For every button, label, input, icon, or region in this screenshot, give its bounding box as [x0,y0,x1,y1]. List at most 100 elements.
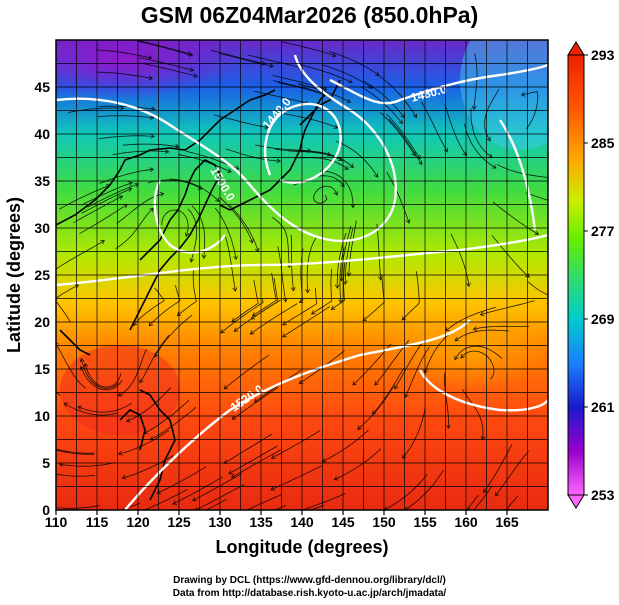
streamline [195,484,245,510]
colorbar-label: 277 [591,223,615,239]
streamline-arrowhead [494,491,500,497]
streamline-arrowhead [350,203,356,209]
y-tick-label: 20 [34,314,50,330]
streamline [205,499,227,510]
y-tick-label: 35 [34,173,50,189]
streamline [231,449,281,478]
streamline [79,204,128,235]
streamline-arrowhead [100,240,105,245]
streamline-arrowhead [310,310,316,315]
streamline [169,178,220,202]
streamline [96,49,152,59]
streamline-arrowhead [340,182,345,188]
streamline-arrowhead [412,113,418,119]
streamline [273,505,286,510]
streamline-arrowhead [404,506,410,510]
streamline-arrowhead [74,284,80,289]
streamline-arrowhead [194,507,198,510]
streamline [491,235,530,278]
streamline [384,474,428,510]
streamline-arrowhead [357,425,362,430]
streamline [118,430,170,455]
y-tick-label: 10 [34,408,50,424]
credit-drawing: Drawing by DCL (https://www.gfd-dennou.o… [173,575,446,586]
streamline-arrowhead [428,541,432,545]
streamline-arrowhead [159,192,165,197]
streamline [78,402,132,413]
streamline [56,505,101,509]
streamline-arrowhead [418,160,423,166]
streamline [148,285,181,327]
streamline-arrowhead [253,398,259,403]
streamline [401,271,420,321]
streamline [228,204,259,252]
streamline [177,154,232,173]
streamline-arrowhead [343,165,349,170]
streamline [473,325,530,330]
colorbar: 293 285 277 269 261 253 [567,41,615,509]
streamline-arrowhead [270,486,276,491]
streamline-arrowhead [188,52,194,57]
streamline-arrowhead [462,151,467,157]
streamline [525,192,548,201]
streamline-arrowhead [189,67,195,72]
streamline [126,387,171,422]
streamline [465,494,479,510]
y-tick-label: 45 [34,79,50,95]
streamline [73,195,123,224]
streamline [99,168,154,184]
streamline [460,350,495,380]
streamline-arrowhead [233,255,238,261]
streamline [98,105,155,110]
streamline-arrowhead [193,73,198,78]
streamline-arrowhead [383,506,389,510]
streamline-arrowhead [148,321,154,327]
streamline [282,287,318,326]
streamline [322,429,369,463]
streamline [521,91,539,130]
streamline-arrowhead [307,148,312,153]
streamline [470,108,493,158]
streamline [233,299,281,332]
streamline-arrowhead [121,474,127,480]
streamline-arrowhead [378,276,383,281]
streamline-arrowhead [125,417,131,423]
streamline-arrowhead [39,444,43,448]
x-tick-label: 120 [126,514,150,530]
streamline-arrowhead [231,415,237,420]
colorbar-label: 261 [591,399,615,415]
streamline-arrowhead [472,326,478,331]
streamline [139,334,170,383]
streamline [122,143,179,148]
x-tick-label: 165 [495,514,519,530]
streamline-arrowhead [347,78,353,84]
streamline [386,171,410,224]
x-tick-label: 140 [290,514,314,530]
streamline-arrowhead [338,156,343,162]
y-tick-label: 30 [34,220,50,236]
x-axis-label: Longitude (degrees) [215,537,388,557]
colorbar-label: 253 [591,487,615,503]
streamline-arrowhead [349,163,354,169]
streamline-arrowhead [368,84,374,89]
streamline-arrowhead [228,470,233,475]
streamline [492,201,539,235]
streamline [97,115,154,119]
x-tick-label: 110 [45,514,68,530]
streamline-arrowhead [21,355,25,359]
y-tick-label: 25 [34,267,50,283]
streamline [272,216,290,268]
map-grid [56,40,548,510]
streamline-arrowhead [83,362,89,368]
streamline [56,284,79,323]
streamline-arrowhead [471,105,477,111]
x-tick-label: 115 [86,514,109,530]
streamline [254,369,302,403]
streamline-arrowhead [534,230,540,235]
streamline-arrowhead [232,287,238,292]
streamline [223,433,273,464]
y-tick-label: 15 [34,361,50,377]
streamline [450,233,470,287]
streamline [228,445,278,475]
